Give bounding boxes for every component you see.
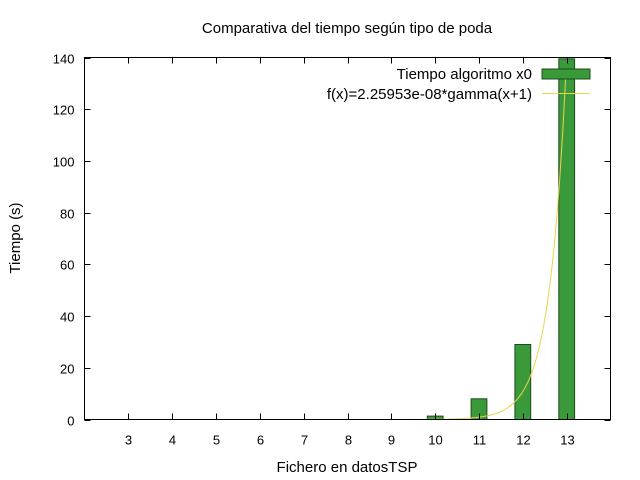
x-tick-label: 13 <box>560 433 574 448</box>
y-axis-label: Tiempo (s) <box>7 202 24 273</box>
x-tick-label: 11 <box>473 433 487 448</box>
y-tick-label: 60 <box>60 258 74 273</box>
y-tick-label: 140 <box>53 52 75 67</box>
x-tick-label: 5 <box>213 433 220 448</box>
x-tick-label: 3 <box>125 433 132 448</box>
legend-swatch-bar-series <box>541 68 591 80</box>
legend-label-bar-series: Tiempo algoritmo x0 <box>397 66 532 83</box>
chart-title: Comparativa del tiempo según tipo de pod… <box>202 20 493 37</box>
plot-area <box>84 58 576 421</box>
y-tick-label: 100 <box>53 155 75 170</box>
y-tick-label: 0 <box>67 414 74 429</box>
y-tick-label: 20 <box>60 362 74 377</box>
legend: Tiempo algoritmo x0 f(x)=2.25953e-08*gam… <box>327 66 591 103</box>
plot-frame <box>84 57 611 420</box>
y-tick-label: 120 <box>53 103 75 118</box>
x-tick-label: 9 <box>388 433 395 448</box>
x-tick-label: 8 <box>345 433 352 448</box>
x-tick-label: 12 <box>516 433 530 448</box>
x-axis-label: Fichero en datosTSP <box>277 459 418 476</box>
x-axis: 3 4 5 6 7 8 9 10 11 12 13 <box>125 57 575 448</box>
x-tick-label: 4 <box>169 433 176 448</box>
x-tick-label: 10 <box>428 433 442 448</box>
y-tick-label: 80 <box>60 207 74 222</box>
x-tick-label: 7 <box>301 433 308 448</box>
bar <box>558 58 576 421</box>
y-tick-label: 40 <box>60 310 74 325</box>
y-axis: 0 20 40 60 80 100 120 140 <box>53 52 611 429</box>
legend-label-function-series: f(x)=2.25953e-08*gamma(x+1) <box>327 86 532 103</box>
function-curve <box>84 74 567 420</box>
x-tick-label: 6 <box>257 433 264 448</box>
